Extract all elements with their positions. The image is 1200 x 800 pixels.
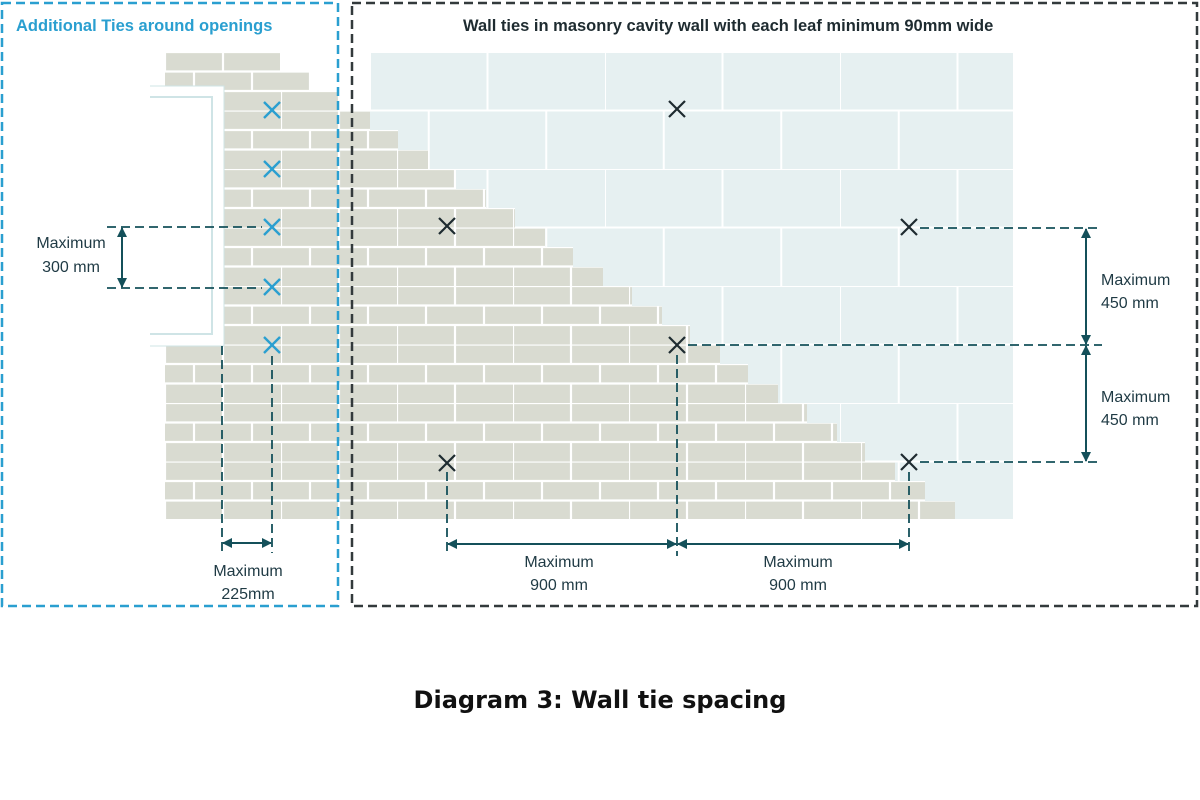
label-max-450mm-upper: Maximum 450 mm <box>1101 272 1170 312</box>
wall-tie-cross-icon <box>900 218 918 236</box>
wall-tie-cross-icon <box>668 100 686 118</box>
cavity-panel-frame <box>350 1 1199 608</box>
svg-text:450 mm: 450 mm <box>1101 412 1159 429</box>
wall-tie-cross-icon <box>438 217 456 235</box>
wall-tie-cross-icon <box>263 278 281 296</box>
wall-tie-cross-icon <box>438 454 456 472</box>
label-max-900mm-right: Maximum 900 mm <box>763 554 832 594</box>
window-opening <box>150 85 225 347</box>
svg-text:900 mm: 900 mm <box>530 577 588 594</box>
wall-tie-cross-icon <box>263 218 281 236</box>
wall-tie-cross-icon <box>263 160 281 178</box>
svg-text:Maximum: Maximum <box>1101 389 1170 406</box>
openings-panel-title: Additional Ties around openings <box>16 17 272 35</box>
label-max-225mm: Maximum 225mm <box>213 563 282 603</box>
svg-text:450 mm: 450 mm <box>1101 295 1159 312</box>
wall-tie-cross-icon <box>263 336 281 354</box>
svg-text:Maximum: Maximum <box>763 554 832 571</box>
svg-text:Maximum: Maximum <box>213 563 282 580</box>
cavity-ties <box>438 100 918 472</box>
brick-leaf <box>165 52 955 519</box>
svg-text:225mm: 225mm <box>221 586 274 603</box>
svg-text:Maximum: Maximum <box>36 235 105 252</box>
wall-tie-cross-icon <box>263 101 281 119</box>
svg-text:Maximum: Maximum <box>1101 272 1170 289</box>
wall-tie-spacing-diagram: Additional Ties around openings Wall tie… <box>0 1 1199 608</box>
svg-text:300 mm: 300 mm <box>42 259 100 276</box>
dimension-lines <box>117 227 1091 549</box>
label-max-450mm-lower: Maximum 450 mm <box>1101 389 1170 429</box>
cavity-panel-title: Wall ties in masonry cavity wall with ea… <box>463 17 993 35</box>
diagram-caption: Diagram 3: Wall tie spacing <box>413 686 787 714</box>
svg-text:Maximum: Maximum <box>524 554 593 571</box>
openings-panel-frame <box>0 1 340 608</box>
wall-tie-cross-icon <box>900 453 918 471</box>
label-max-300mm: Maximum 300 mm <box>36 235 105 276</box>
wall-tie-cross-icon <box>668 336 686 354</box>
opening-ties <box>263 101 281 354</box>
label-max-900mm-left: Maximum 900 mm <box>524 554 593 594</box>
svg-text:900 mm: 900 mm <box>769 577 827 594</box>
